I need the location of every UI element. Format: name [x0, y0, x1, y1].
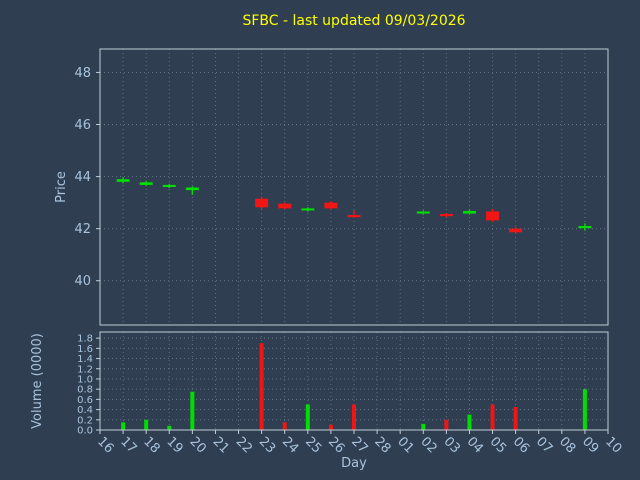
x-tick-label: 25 — [302, 434, 324, 456]
candle-body-up — [462, 210, 476, 214]
price-tick-label: 40 — [74, 274, 91, 289]
x-tick-label: 22 — [233, 434, 255, 456]
x-tick-label: 09 — [579, 434, 601, 456]
volume-panel-frame — [99, 331, 609, 431]
volume-bar-down — [513, 407, 518, 430]
volume-bar-up — [305, 404, 310, 430]
x-tick-label: 08 — [556, 434, 578, 456]
candle-body-down — [509, 228, 523, 233]
price-tick-label: 48 — [74, 66, 91, 81]
x-tick-label: 07 — [533, 434, 555, 456]
volume-bar-up — [467, 414, 472, 430]
x-tick-label: 19 — [163, 434, 185, 456]
x-tick-label: 01 — [394, 434, 416, 456]
price-tick-label: 46 — [74, 118, 91, 133]
x-tick-label: 06 — [510, 434, 532, 456]
volume-tick-label: 1.4 — [77, 354, 93, 365]
candle-body-up — [139, 182, 153, 185]
x-tick-label: 21 — [210, 434, 232, 456]
volume-tick-label: 1.2 — [77, 364, 93, 375]
candle-body-up — [416, 211, 430, 214]
volume-tick-label: 0.6 — [77, 395, 93, 406]
candle-body-up — [162, 184, 176, 187]
volume-tick-label: 0.8 — [77, 385, 93, 396]
x-tick-label: 03 — [441, 434, 463, 456]
price-tick-label: 42 — [74, 222, 91, 237]
x-tick-label: 04 — [464, 434, 486, 456]
candle-body-down — [439, 214, 453, 217]
volume-bar-down — [444, 419, 449, 430]
price-panel-frame — [99, 48, 609, 326]
volume-tick-label: 1.0 — [77, 374, 93, 385]
volume-bar-down — [328, 424, 333, 430]
x-axis-label: Day — [341, 456, 367, 471]
volume-bar-down — [282, 422, 287, 430]
volume-bar-up — [121, 422, 126, 430]
candle-body-down — [486, 211, 500, 221]
volume-tick-label: 0.4 — [77, 405, 93, 416]
candle-body-down — [278, 203, 292, 209]
candle-body-up — [116, 179, 130, 182]
x-tick-label: 16 — [94, 434, 116, 456]
x-tick-label: 28 — [371, 434, 393, 456]
candle-body-down — [255, 198, 269, 208]
candle-body-down — [347, 215, 361, 218]
price-tick-label: 44 — [74, 170, 91, 185]
x-tick-label: 24 — [279, 434, 301, 456]
x-tick-label: 02 — [417, 434, 439, 456]
x-tick-label: 05 — [487, 434, 509, 456]
x-tick-label: 27 — [348, 434, 370, 456]
chart-title: SFBC - last updated 09/03/2026 — [242, 13, 466, 29]
volume-tick-label: 1.8 — [77, 334, 93, 345]
candle-body-up — [185, 187, 199, 191]
x-tick-label: 23 — [256, 434, 278, 456]
x-tick-label: 26 — [325, 434, 347, 456]
x-tick-label: 17 — [117, 434, 139, 456]
volume-bar-up — [190, 391, 195, 430]
volume-bar-up — [144, 419, 149, 430]
x-tick-label: 10 — [602, 434, 624, 456]
candle-body-up — [578, 226, 592, 229]
x-tick-label: 18 — [140, 434, 162, 456]
candle-body-up — [301, 208, 315, 211]
volume-bar-up — [421, 423, 426, 430]
volume-bar-up — [167, 425, 172, 430]
volume-tick-label: 0.2 — [77, 415, 93, 426]
candle-body-down — [324, 202, 338, 209]
volume-bar-down — [259, 343, 264, 430]
volume-bar-up — [582, 389, 587, 430]
volume-bar-down — [490, 404, 495, 430]
x-tick-label: 20 — [187, 434, 209, 456]
volume-tick-label: 1.6 — [77, 344, 93, 355]
volume-tick-label: 0.0 — [77, 426, 93, 437]
volume-bar-down — [352, 404, 356, 430]
